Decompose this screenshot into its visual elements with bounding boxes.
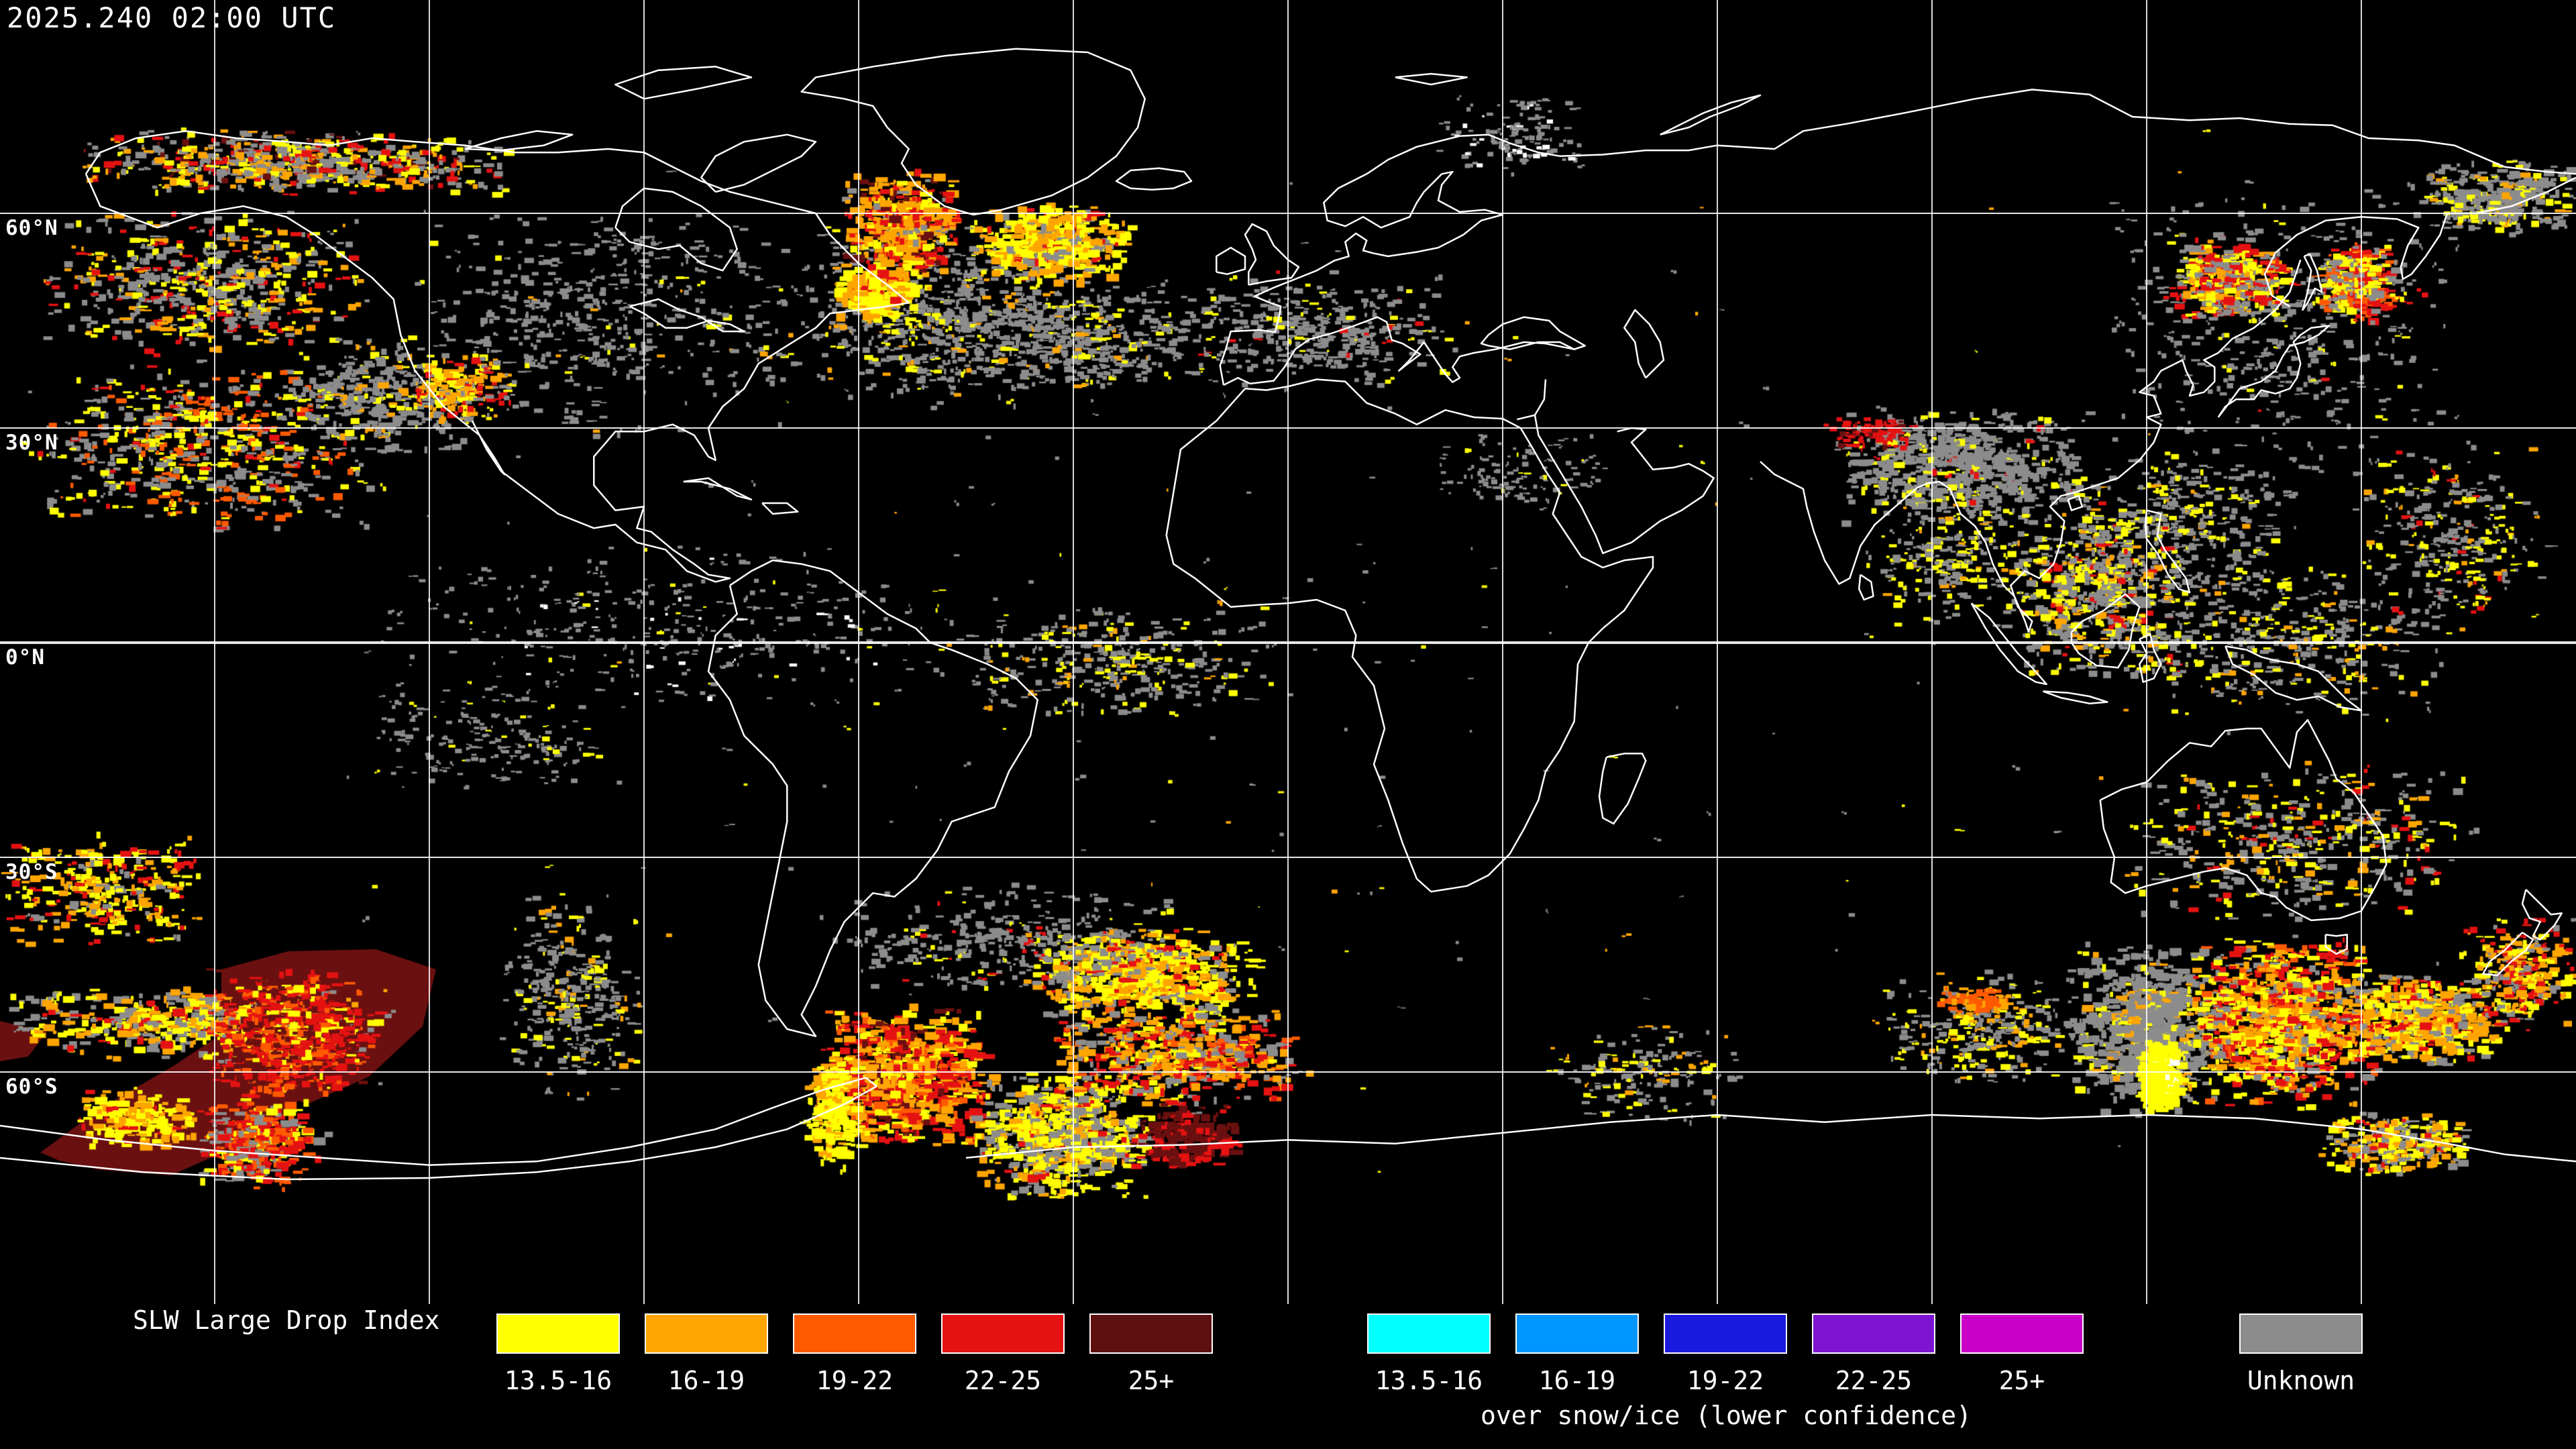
coastline xyxy=(1517,379,1547,421)
legend-swatch xyxy=(645,1313,768,1354)
coastline xyxy=(464,130,574,152)
coastline xyxy=(1115,167,1193,191)
coastline xyxy=(761,502,799,515)
lat-label-30N: 30°N xyxy=(5,430,58,455)
legend-swatch xyxy=(1089,1313,1213,1354)
legend-swatch xyxy=(1367,1313,1491,1354)
coastline xyxy=(1480,316,1586,350)
legend-swatch-label: 22-25 xyxy=(1835,1366,1913,1395)
coastline xyxy=(2070,593,2141,669)
lat-label-60N: 60°N xyxy=(5,215,58,240)
coastline xyxy=(1165,378,1654,893)
legend-swatch-label: 19-22 xyxy=(816,1366,894,1395)
coastline xyxy=(614,187,738,272)
lat-label-0N: 0°N xyxy=(5,645,45,669)
coastline xyxy=(629,298,745,333)
coastline xyxy=(1970,602,2047,686)
coastline xyxy=(2302,253,2323,311)
coastline xyxy=(1858,574,1874,601)
legend-swatch xyxy=(941,1313,1065,1354)
coastline xyxy=(700,133,817,193)
coastline xyxy=(683,477,753,500)
coastline xyxy=(2042,690,2108,704)
coastline xyxy=(965,1114,2576,1163)
coastline xyxy=(1623,309,1665,379)
coastline xyxy=(1244,223,1300,286)
coastline xyxy=(2482,931,2534,977)
coastline xyxy=(800,48,1146,216)
coastline xyxy=(1598,753,1647,825)
legend-swatch xyxy=(1960,1313,2084,1354)
timestamp: 2025.240 02:00 UTC xyxy=(7,1,337,34)
legend-swatch-label: Unknown xyxy=(2247,1366,2355,1395)
legend-swatch-label: 25+ xyxy=(1128,1366,1175,1395)
coastline-grid-overlay xyxy=(0,0,2576,1304)
legend-swatch-label: 25+ xyxy=(1998,1366,2045,1395)
coastline xyxy=(471,420,506,476)
legend-swatch xyxy=(793,1313,916,1354)
legend-swatch-label: 16-19 xyxy=(667,1366,745,1395)
legend-swatch-label: 22-25 xyxy=(964,1366,1042,1395)
legend-swatch xyxy=(1515,1313,1639,1354)
coastline xyxy=(2099,718,2387,922)
coastline xyxy=(2224,645,2363,712)
legend-swatch-label: 19-22 xyxy=(1686,1366,1764,1395)
coastline xyxy=(85,130,910,583)
legend-swatch xyxy=(2239,1313,2363,1354)
coastline xyxy=(2263,176,2576,307)
legend-swatch-label: 13.5-16 xyxy=(1375,1366,1483,1395)
coastline xyxy=(2139,633,2162,683)
coastline xyxy=(2010,259,2302,633)
legend-swatch-label: 13.5-16 xyxy=(504,1366,612,1395)
legend-swatch xyxy=(496,1313,620,1354)
coastline xyxy=(1223,316,1586,386)
coastline xyxy=(0,1077,877,1181)
coastline xyxy=(2144,509,2191,594)
coastline xyxy=(614,66,753,100)
coastline xyxy=(1660,94,1762,136)
coastline xyxy=(1760,461,2030,633)
coastline xyxy=(2217,325,2330,418)
coastline xyxy=(1534,415,1715,554)
legend-swatch xyxy=(1812,1313,1935,1354)
coastline xyxy=(1216,246,1246,275)
legend: SLW Large Drop Index 13.5-16 16-19 19-22 22… xyxy=(0,1304,2576,1449)
coastline xyxy=(1395,72,1468,86)
legend-swatch-label: 16-19 xyxy=(1538,1366,1616,1395)
coastline xyxy=(707,559,1038,1037)
legend-title: SLW Large Drop Index xyxy=(133,1305,440,1335)
lat-label-30S: 30°S xyxy=(5,860,58,884)
coastline xyxy=(2067,495,2084,511)
legend-swatch xyxy=(1664,1313,1787,1354)
lat-label-60S: 60°S xyxy=(5,1075,58,1099)
legend-snow-ice-caption: over snow/ice (lower confidence) xyxy=(1480,1401,1972,1430)
coastline xyxy=(2521,889,2563,941)
coastline xyxy=(1219,89,2576,386)
coastline xyxy=(2324,933,2348,955)
